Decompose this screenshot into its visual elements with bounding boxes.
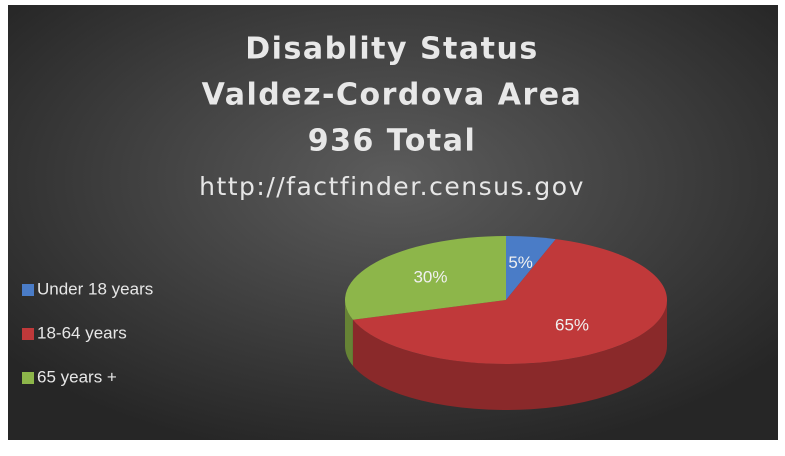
- pie-slice-side: [352, 300, 667, 410]
- pie-slice: [345, 236, 506, 320]
- legend-swatch: [22, 372, 34, 384]
- data-label: 30%: [413, 268, 447, 287]
- pie-slice: [352, 239, 667, 364]
- chart-subtitle: http://factfinder.census.gov: [199, 172, 585, 201]
- chart-title: Disablity Status: [245, 32, 538, 67]
- chart-title: 936 Total: [308, 124, 477, 159]
- pie-slice-side: [345, 300, 353, 366]
- chart-title: Valdez-Cordova Area: [202, 78, 583, 113]
- data-label: 5%: [508, 253, 533, 272]
- data-label: 65%: [555, 316, 589, 335]
- legend-swatch: [22, 284, 34, 296]
- legend-label: 18-64 years: [37, 323, 127, 342]
- legend-label: 65 years +: [37, 367, 117, 386]
- pie-slice: [506, 236, 556, 300]
- legend-label: Under 18 years: [37, 279, 153, 298]
- legend-swatch: [22, 328, 34, 340]
